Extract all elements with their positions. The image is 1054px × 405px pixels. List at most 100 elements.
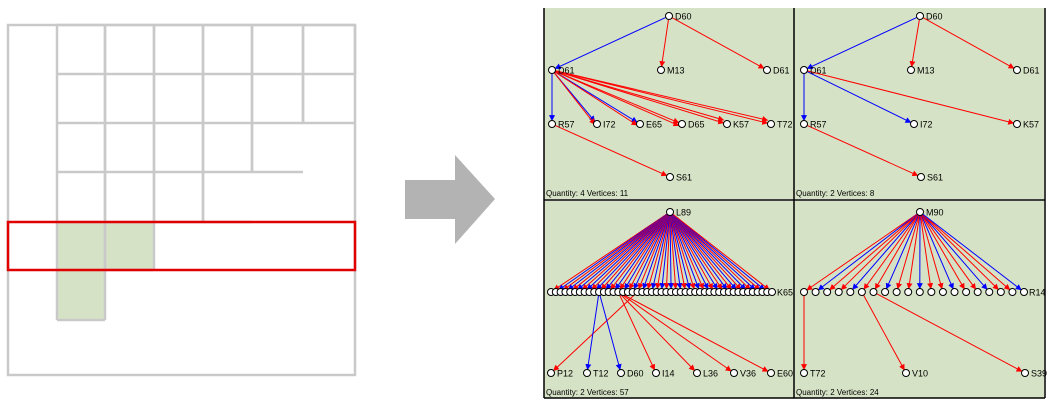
graph-node (892, 288, 901, 296)
graph-edge (555, 70, 725, 122)
graph-edge (921, 214, 988, 290)
node-label: E60 (777, 369, 793, 379)
graph-edge (906, 215, 920, 290)
graph-edge (638, 215, 670, 290)
graph-node (800, 120, 808, 128)
node-row (547, 288, 776, 296)
graph-node (617, 369, 625, 377)
graph-edge (610, 214, 669, 290)
graph-edge (599, 295, 622, 371)
graph-node (811, 288, 820, 296)
graph-edge (615, 214, 669, 290)
node-label: S61 (676, 173, 692, 183)
graph-edge (596, 214, 668, 290)
graph-node (767, 120, 775, 128)
graph-edge (817, 213, 918, 291)
node-label: R57 (558, 120, 575, 130)
graph-edge (555, 70, 769, 125)
node-label: I14 (662, 369, 675, 379)
graph-node (730, 369, 738, 377)
highlight-cell (57, 223, 105, 320)
node-label: L36 (703, 369, 718, 379)
graph-edge (896, 215, 920, 290)
graph-edge (642, 215, 670, 290)
graph-edge (671, 214, 737, 290)
graph-node (763, 66, 771, 74)
node-label: D65 (688, 120, 705, 130)
node-label: I72 (603, 120, 616, 130)
node-label: R57 (810, 120, 827, 130)
graph-node (996, 288, 1005, 296)
graph-node (1013, 120, 1021, 128)
graph-edge (667, 215, 674, 290)
graph-edge (671, 214, 718, 290)
graph-edge (620, 293, 732, 372)
graph-panel: Quantity: 2 Vertices: 8 D60 M13 D61 D61 R57 I7… (794, 8, 1044, 199)
graph-panel: Quantity: 2 Vertices: 57 L89 P12 T12 D60 I14 L… (544, 201, 794, 398)
node-label: D60 (675, 12, 692, 22)
graph-edge (922, 214, 999, 290)
graph-edge (600, 214, 669, 290)
graph-node (800, 66, 808, 74)
graph-edge (671, 17, 765, 69)
graph-edge (885, 215, 920, 290)
graph-node (1013, 66, 1021, 74)
graph-edge (633, 214, 669, 290)
graph-edge (671, 214, 723, 290)
node-label: V36 (740, 369, 756, 379)
graph-node (907, 66, 915, 74)
graph-edge (629, 214, 669, 290)
graph-node (548, 66, 556, 74)
graph-edge (806, 17, 918, 69)
node-label: D61 (1023, 66, 1040, 76)
graph-node (846, 288, 855, 296)
graph-edge (562, 213, 668, 291)
panel-footer: Quantity: 2 Vertices: 24 (796, 388, 879, 397)
graph-node (973, 288, 982, 296)
grid-lines (6, 23, 357, 377)
graph-edge (921, 214, 965, 290)
graph-node (915, 288, 924, 296)
graph-node (665, 12, 673, 20)
graph-edge (670, 215, 700, 290)
graph-edge (671, 214, 732, 290)
graph-edge (671, 214, 728, 290)
node-label: T72 (777, 120, 793, 130)
graph-node (962, 288, 971, 296)
graph-node (693, 369, 701, 377)
graph-node (652, 369, 660, 377)
graph-edge (921, 214, 977, 290)
node-label: D60 (926, 12, 943, 22)
graph-node (767, 369, 775, 377)
node-label: D60 (627, 369, 644, 379)
node-label: K57 (733, 120, 749, 130)
graph-edge (909, 19, 920, 68)
graph-node (657, 66, 665, 74)
panel-background (794, 201, 1044, 398)
graph-node (910, 120, 918, 128)
graph-node (1008, 288, 1017, 296)
graph-node (902, 369, 910, 377)
graph-node (927, 288, 936, 296)
graph-edge (919, 215, 934, 290)
graph-node (800, 288, 808, 296)
graph-edge (671, 214, 709, 290)
node-label: S61 (927, 173, 943, 183)
graph-edge (863, 294, 905, 371)
graph-node (547, 369, 555, 377)
node-label: M13 (917, 66, 935, 76)
node-label: K57 (1023, 120, 1039, 130)
graph-node (548, 120, 556, 128)
edges (801, 213, 1023, 372)
graph-edge (555, 70, 725, 125)
panel-footer: Quantity: 2 Vertices: 8 (796, 189, 875, 198)
graph-edge (577, 213, 668, 291)
node-label: D61 (773, 66, 790, 76)
node-label: M90 (926, 208, 944, 218)
node-row (800, 288, 1028, 296)
graph-edge (672, 214, 751, 290)
graph-node (916, 208, 924, 216)
node-label: E65 (646, 120, 662, 130)
graph-edge (920, 215, 944, 290)
graph-edge (555, 70, 769, 122)
